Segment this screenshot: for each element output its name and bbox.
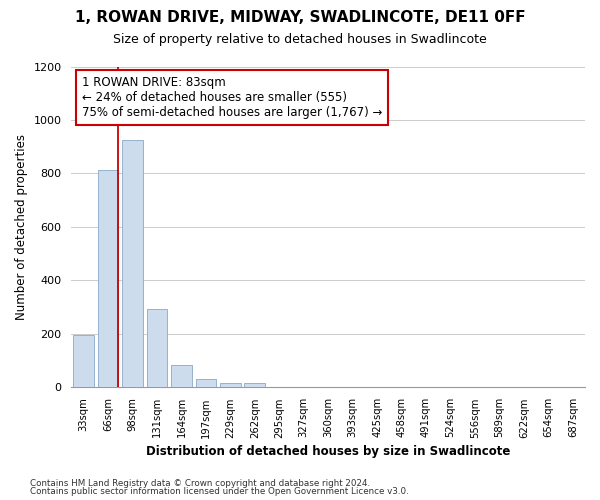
X-axis label: Distribution of detached houses by size in Swadlincote: Distribution of detached houses by size … xyxy=(146,444,511,458)
Bar xyxy=(146,308,167,388)
Bar xyxy=(196,378,217,388)
Text: Contains HM Land Registry data © Crown copyright and database right 2024.: Contains HM Land Registry data © Crown c… xyxy=(30,478,370,488)
Text: 1, ROWAN DRIVE, MIDWAY, SWADLINCOTE, DE11 0FF: 1, ROWAN DRIVE, MIDWAY, SWADLINCOTE, DE1… xyxy=(74,10,526,25)
Bar xyxy=(122,140,143,388)
Text: 1 ROWAN DRIVE: 83sqm
← 24% of detached houses are smaller (555)
75% of semi-deta: 1 ROWAN DRIVE: 83sqm ← 24% of detached h… xyxy=(82,76,382,119)
Bar xyxy=(244,384,265,388)
Y-axis label: Number of detached properties: Number of detached properties xyxy=(15,134,28,320)
Text: Contains public sector information licensed under the Open Government Licence v3: Contains public sector information licen… xyxy=(30,488,409,496)
Bar xyxy=(73,336,94,388)
Bar xyxy=(220,382,241,388)
Bar xyxy=(171,364,192,388)
Text: Size of property relative to detached houses in Swadlincote: Size of property relative to detached ho… xyxy=(113,32,487,46)
Bar xyxy=(98,170,118,388)
